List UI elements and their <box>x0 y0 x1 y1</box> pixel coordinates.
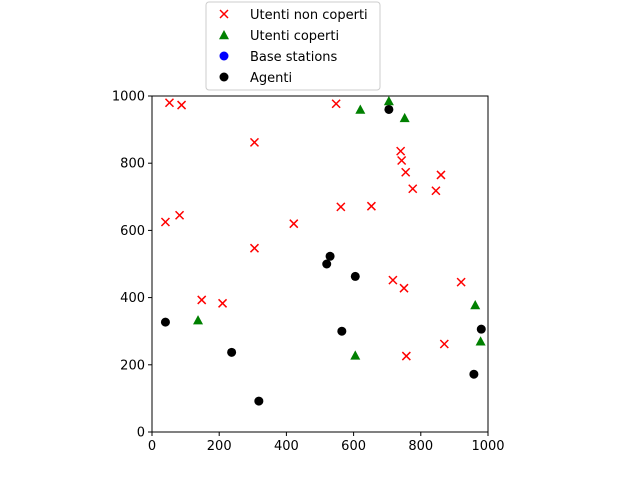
axes-frame <box>151 95 489 433</box>
x-tick-label: 400 <box>274 439 299 454</box>
utenti-non-coperti-point <box>160 217 170 227</box>
legend-entry: Utenti non coperti <box>250 8 368 23</box>
y-tick-label: 0 <box>137 426 145 441</box>
axes-box <box>151 95 489 433</box>
agenti-point <box>325 251 335 261</box>
x-tick-label: 600 <box>341 439 366 454</box>
utenti-non-coperti-point <box>439 339 449 349</box>
utenti-non-coperti-point <box>331 99 341 109</box>
utenti-non-coperti-point <box>401 167 411 177</box>
legend: Utenti non coperti Utenti coperti Base sta… <box>205 1 381 91</box>
utenti-non-coperti-point <box>249 243 260 253</box>
utenti-non-coperti-point <box>164 98 175 108</box>
utenti-non-coperti-point <box>175 210 185 220</box>
legend-marker <box>219 30 229 40</box>
utenti-non-coperti-point <box>388 275 398 285</box>
x-tick-label: 0 <box>148 439 156 454</box>
utenti-coperti-point <box>383 96 394 106</box>
agenti-point <box>227 347 237 357</box>
utenti-coperti-point <box>475 336 486 346</box>
utenti-non-coperti-point <box>436 170 446 180</box>
agenti-point <box>350 271 360 281</box>
utenti-non-coperti-point <box>399 283 409 293</box>
utenti-coperti-point <box>470 299 481 310</box>
legend-entry: Utenti coperti <box>250 29 339 44</box>
agenti-point <box>469 369 479 379</box>
utenti-non-coperti-point <box>197 295 207 305</box>
y-tick-label: 1000 <box>112 90 145 105</box>
utenti-coperti-point <box>193 315 204 325</box>
agenti-point <box>160 317 170 327</box>
utenti-non-coperti-point <box>177 100 187 110</box>
legend-entry: Agenti <box>250 71 292 86</box>
agenti-point <box>322 259 332 269</box>
utenti-non-coperti-point <box>289 219 299 229</box>
utenti-non-coperti-point <box>408 184 418 194</box>
utenti-coperti-point <box>399 112 410 123</box>
legend-marker <box>219 9 229 19</box>
utenti-coperti-point <box>355 104 366 114</box>
utenti-non-coperti-point <box>456 277 466 287</box>
y-tick-label: 200 <box>120 358 145 373</box>
y-axis: 0 200 400 600 800 1000 <box>112 90 152 441</box>
plot-area <box>160 96 486 406</box>
legend-entry: Base stations <box>250 50 338 65</box>
utenti-non-coperti-point <box>396 146 406 156</box>
utenti-non-coperti-point <box>336 202 346 212</box>
legend-box <box>205 1 381 91</box>
agenti-point <box>337 326 347 336</box>
y-tick-label: 400 <box>120 291 145 306</box>
utenti-non-coperti-point <box>218 298 228 308</box>
x-tick-label: 1000 <box>471 439 504 454</box>
utenti-non-coperti-point <box>366 201 376 211</box>
y-tick-label: 800 <box>120 157 145 172</box>
x-tick-label: 200 <box>207 439 232 454</box>
legend-marker <box>219 51 229 61</box>
utenti-non-coperti-point <box>249 137 260 147</box>
utenti-non-coperti-point <box>431 186 441 196</box>
utenti-coperti-point <box>350 350 361 360</box>
agenti-point <box>476 324 486 334</box>
x-axis: 0 200 400 600 800 1000 <box>148 432 505 454</box>
y-tick-label: 600 <box>120 224 145 239</box>
utenti-non-coperti-point <box>397 155 407 166</box>
agenti-point <box>254 396 264 406</box>
legend-marker <box>219 72 229 82</box>
x-tick-label: 800 <box>408 439 433 454</box>
utenti-non-coperti-point <box>401 351 411 361</box>
agenti-point <box>384 104 394 114</box>
